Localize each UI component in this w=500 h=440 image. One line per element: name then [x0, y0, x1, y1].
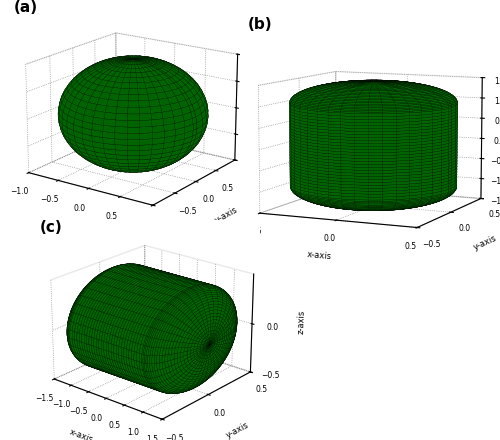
X-axis label: x-axis: x-axis	[53, 219, 80, 234]
Text: (a): (a)	[14, 0, 38, 15]
Y-axis label: y-axis: y-axis	[224, 420, 250, 440]
Text: (b): (b)	[248, 18, 272, 33]
X-axis label: x-axis: x-axis	[68, 428, 95, 440]
Text: (c): (c)	[40, 220, 62, 235]
Y-axis label: y-axis: y-axis	[472, 233, 498, 252]
Y-axis label: y-axis: y-axis	[214, 205, 240, 225]
X-axis label: x-axis: x-axis	[306, 250, 332, 261]
